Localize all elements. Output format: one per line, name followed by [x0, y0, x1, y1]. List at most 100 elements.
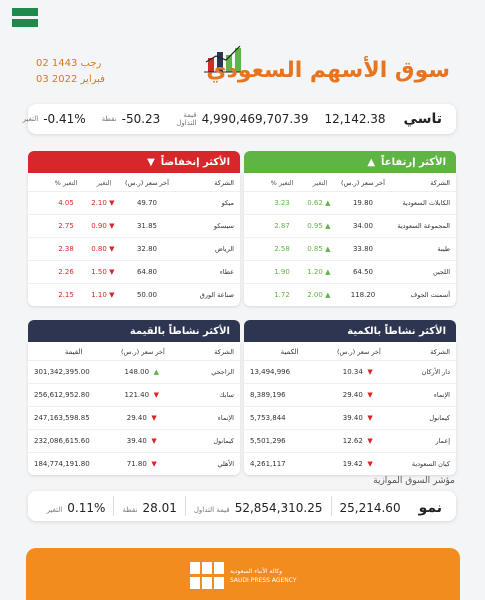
cell-company: ميكو — [221, 199, 234, 207]
change-value: 0.90 — [91, 222, 107, 230]
col-change: التغير — [312, 179, 328, 187]
cell-company: الراجحي — [211, 368, 234, 376]
col-company: الشركة — [214, 179, 234, 187]
table-row: صناعة الورق 50.00 ▼1.10 2.15 — [28, 284, 240, 306]
cell-change: ▼2.10 — [86, 199, 122, 207]
hijri-date: 02 رجب 1443 — [36, 58, 102, 69]
parallel-title: مؤشر السوق الموازية — [373, 476, 455, 486]
spa-footer-logo: وكالة الأنباء السعودية SAUDI PRESS AGENC… — [190, 560, 310, 592]
cell-price: ▲ 148.00 — [113, 368, 172, 376]
cell-company: صناعة الورق — [199, 291, 234, 299]
arrow-down-icon: ▼ — [151, 437, 157, 445]
cell-change: ▼0.80 — [86, 245, 122, 253]
cell-pct: 3.23 — [274, 199, 290, 207]
cell-change: ▲0.85 — [302, 245, 338, 253]
chevron-up-icon: ▲ — [367, 156, 376, 168]
arrow-down-icon: ▼ — [367, 460, 373, 468]
cell-company: اللجين — [432, 268, 450, 276]
cell-pct: 2.75 — [58, 222, 74, 230]
tasi-name: تاسي — [403, 111, 442, 127]
cell-company: الأهلي — [217, 460, 234, 468]
cell-company: إعمار — [435, 437, 450, 445]
cell-total: 184,774,191.80 — [34, 460, 90, 468]
gainers-header: الأكثر إرتفاعاً ▲ — [244, 151, 456, 173]
losers-header: الأكثر إنخفاضاً ▼ — [28, 151, 240, 173]
arrow-down-icon: ▼ — [109, 199, 115, 207]
gregorian-date: 03 فبراير 2022 — [36, 74, 105, 85]
price-value: 50.00 — [136, 291, 158, 299]
table-row: الإنماء ▼ 29.40 8,389,196 — [244, 384, 456, 407]
cell-price: 31.85 — [122, 222, 172, 230]
cell-change: ▲0.62 — [302, 199, 338, 207]
bar-chart-icon — [204, 45, 244, 73]
arrow-down-icon: ▼ — [367, 437, 373, 445]
cell-change: ▼1.10 — [86, 291, 122, 299]
cell-company: الإنماء — [433, 391, 450, 399]
cell-company: كيمانول — [213, 437, 234, 445]
price-value: 39.40 — [342, 414, 363, 422]
cell-total: 247,163,598.85 — [34, 414, 90, 422]
cell-price: ▼ 71.80 — [113, 460, 172, 468]
arrow-up-icon: ▲ — [325, 268, 331, 276]
cell-company: كيمانول — [429, 414, 450, 422]
table-row: اللجين 64.50 ▲1.20 1.90 — [244, 261, 456, 284]
nomu-turnover: 52,854,310.25 — [234, 500, 323, 515]
change-value: 0.80 — [91, 245, 107, 253]
cell-pct: 1.90 — [274, 268, 290, 276]
volume-table: الشركة آخر سعر (ر.س) الكمية دار الأركان ▼… — [244, 342, 456, 475]
cell-price: ▼ 29.40 — [329, 391, 388, 399]
col-price: آخر سعر (ر.س) — [120, 348, 165, 356]
agency-ar: وكالة الأنباء السعودية — [230, 568, 283, 575]
cell-company: عطاء — [219, 268, 234, 276]
arrow-up-icon: ▲ — [325, 199, 331, 207]
price-value: 33.80 — [352, 245, 374, 253]
gainers-title: الأكثر إرتفاعاً — [381, 156, 446, 168]
table-header: الشركة آخر سعر (ر.س) التغير التغير % — [28, 173, 240, 192]
table-row: أسمنت الجوف 118.20 ▲2.00 1.72 — [244, 284, 456, 306]
losers-panel: الأكثر إنخفاضاً ▼ الشركة آخر سعر (ر.س) ا… — [28, 151, 240, 306]
volume-header: الأكثر نشاطاً بالكمية — [244, 320, 456, 342]
tasi-points-label: نقطة — [101, 115, 117, 123]
spa-logo-icon — [190, 562, 224, 589]
cell-price: 19.80 — [338, 199, 388, 207]
value-table: الشركة آخر سعر (ر.س) القيمة الراجحي ▲ 148… — [28, 342, 240, 475]
price-value: 31.85 — [136, 222, 158, 230]
col-price: آخر سعر (ر.س) — [125, 179, 169, 187]
tasi-change: -0.41% — [43, 112, 86, 126]
cell-pct: 2.38 — [58, 245, 74, 253]
nomu-change-label: التغير — [46, 505, 63, 514]
arrow-down-icon: ▼ — [367, 414, 373, 422]
nomu-turnover-label: قيمة التداول — [193, 505, 230, 514]
value-header: الأكثر نشاطاً بالقيمة — [28, 320, 240, 342]
page-title: سوق الأسهم السعودي — [206, 58, 450, 83]
cell-total: 8,389,196 — [250, 391, 286, 399]
table-row: عطاء 64.80 ▼1.50 2.26 — [28, 261, 240, 284]
cell-price: 118.20 — [338, 291, 388, 299]
table-row: كيان السعودية ▼ 19.42 4,261,117 — [244, 453, 456, 475]
col-price: آخر سعر (ر.س) — [341, 179, 385, 187]
nomu-name: نمو — [418, 499, 442, 516]
change-value: 2.10 — [91, 199, 107, 207]
cell-price: ▼ 29.40 — [113, 414, 172, 422]
cell-change: ▲1.20 — [302, 268, 338, 276]
date-block: 02 رجب 1443 03 فبراير 2022 — [36, 56, 128, 88]
price-value: 49.70 — [136, 199, 158, 207]
table-row: الكابلات السعودية 19.80 ▲0.62 3.23 — [244, 192, 456, 215]
tasi-summary: تاسي 12,142.38 4,990,469,707.39 قيمة الت… — [23, 104, 456, 134]
table-row: سابك ▼ 121.40 256,612,952.80 — [28, 384, 240, 407]
nomu-points: 28.01 — [142, 500, 177, 515]
cell-company: الرياض — [214, 245, 234, 253]
cell-company: الإنماء — [217, 414, 234, 422]
cell-change: ▼0.90 — [86, 222, 122, 230]
gainers-table: الشركة آخر سعر (ر.س) التغير التغير % الك… — [244, 173, 456, 306]
price-value: 10.34 — [342, 368, 363, 376]
change-value: 0.85 — [307, 245, 323, 253]
table-row: دار الأركان ▼ 10.34 13,494,996 — [244, 361, 456, 384]
agency-en: SAUDI PRESS AGENCY — [230, 577, 297, 584]
col-change: التغير — [96, 179, 112, 187]
gainers-panel: الأكثر إرتفاعاً ▲ الشركة آخر سعر (ر.س) ا… — [244, 151, 456, 306]
arrow-down-icon: ▼ — [153, 391, 159, 399]
cell-total: 13,494,996 — [250, 368, 291, 376]
cell-company: كيان السعودية — [411, 460, 450, 468]
volume-title: الأكثر نشاطاً بالكمية — [347, 325, 446, 337]
